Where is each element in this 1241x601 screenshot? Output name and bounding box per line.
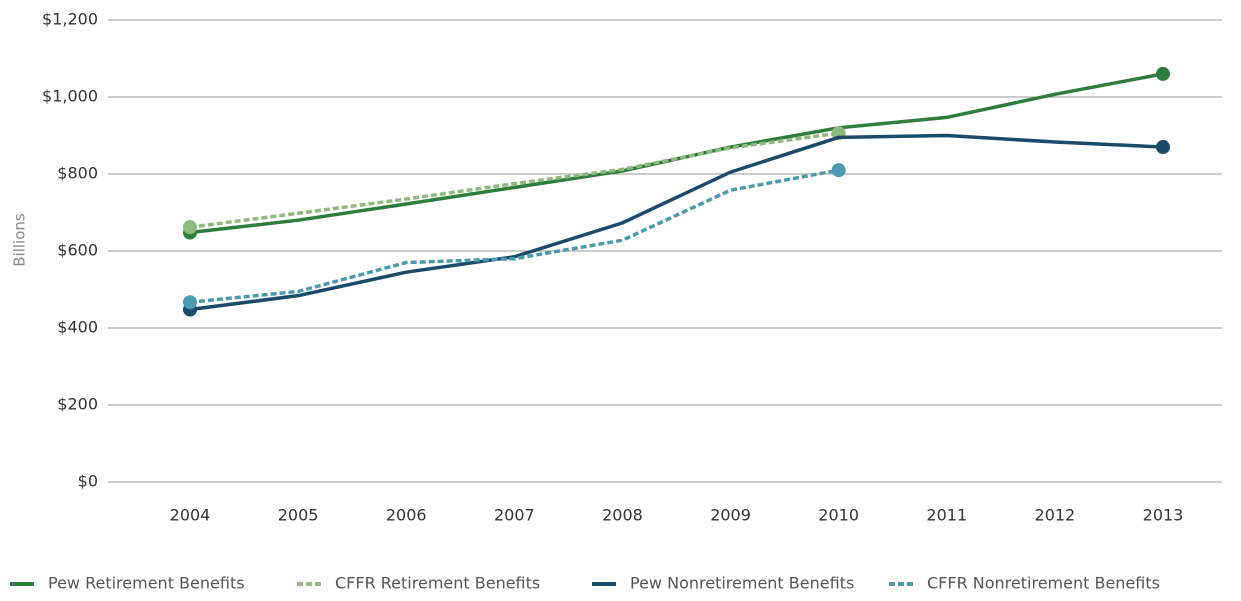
y-tick-label: $600 bbox=[57, 241, 98, 260]
x-tick-label: 2004 bbox=[170, 506, 211, 525]
x-tick-label: 2007 bbox=[494, 506, 535, 525]
y-axis-label: Billions bbox=[11, 213, 29, 267]
y-tick-label: $0 bbox=[78, 472, 98, 491]
series-line bbox=[189, 168, 839, 304]
end-marker bbox=[183, 220, 197, 235]
series-line bbox=[189, 131, 839, 229]
x-tick-label: 2011 bbox=[926, 506, 967, 525]
y-tick-label: $1,200 bbox=[42, 10, 98, 29]
y-tick-label: $1,000 bbox=[42, 87, 98, 106]
end-marker bbox=[1156, 66, 1170, 81]
x-tick-label: 2008 bbox=[602, 506, 643, 525]
y-tick-label: $800 bbox=[57, 164, 98, 183]
x-tick-label: 2010 bbox=[818, 506, 859, 525]
end-marker bbox=[831, 163, 846, 178]
legend-label: Pew Retirement Benefits bbox=[48, 574, 245, 593]
end-marker bbox=[1156, 140, 1170, 155]
x-tick-label: 2013 bbox=[1143, 506, 1184, 525]
legend-label: Pew Nonretirement Benefits bbox=[630, 574, 854, 593]
y-tick-label: $200 bbox=[57, 395, 98, 414]
x-tick-label: 2005 bbox=[278, 506, 319, 525]
x-tick-label: 2012 bbox=[1035, 506, 1076, 525]
end-marker bbox=[183, 295, 197, 310]
y-tick-label: $400 bbox=[57, 318, 98, 337]
legend-label: CFFR Nonretirement Benefits bbox=[927, 574, 1160, 593]
x-tick-label: 2006 bbox=[386, 506, 427, 525]
series-line bbox=[189, 133, 1164, 312]
legend-label: CFFR Retirement Benefits bbox=[335, 574, 540, 593]
x-tick-label: 2009 bbox=[710, 506, 751, 525]
